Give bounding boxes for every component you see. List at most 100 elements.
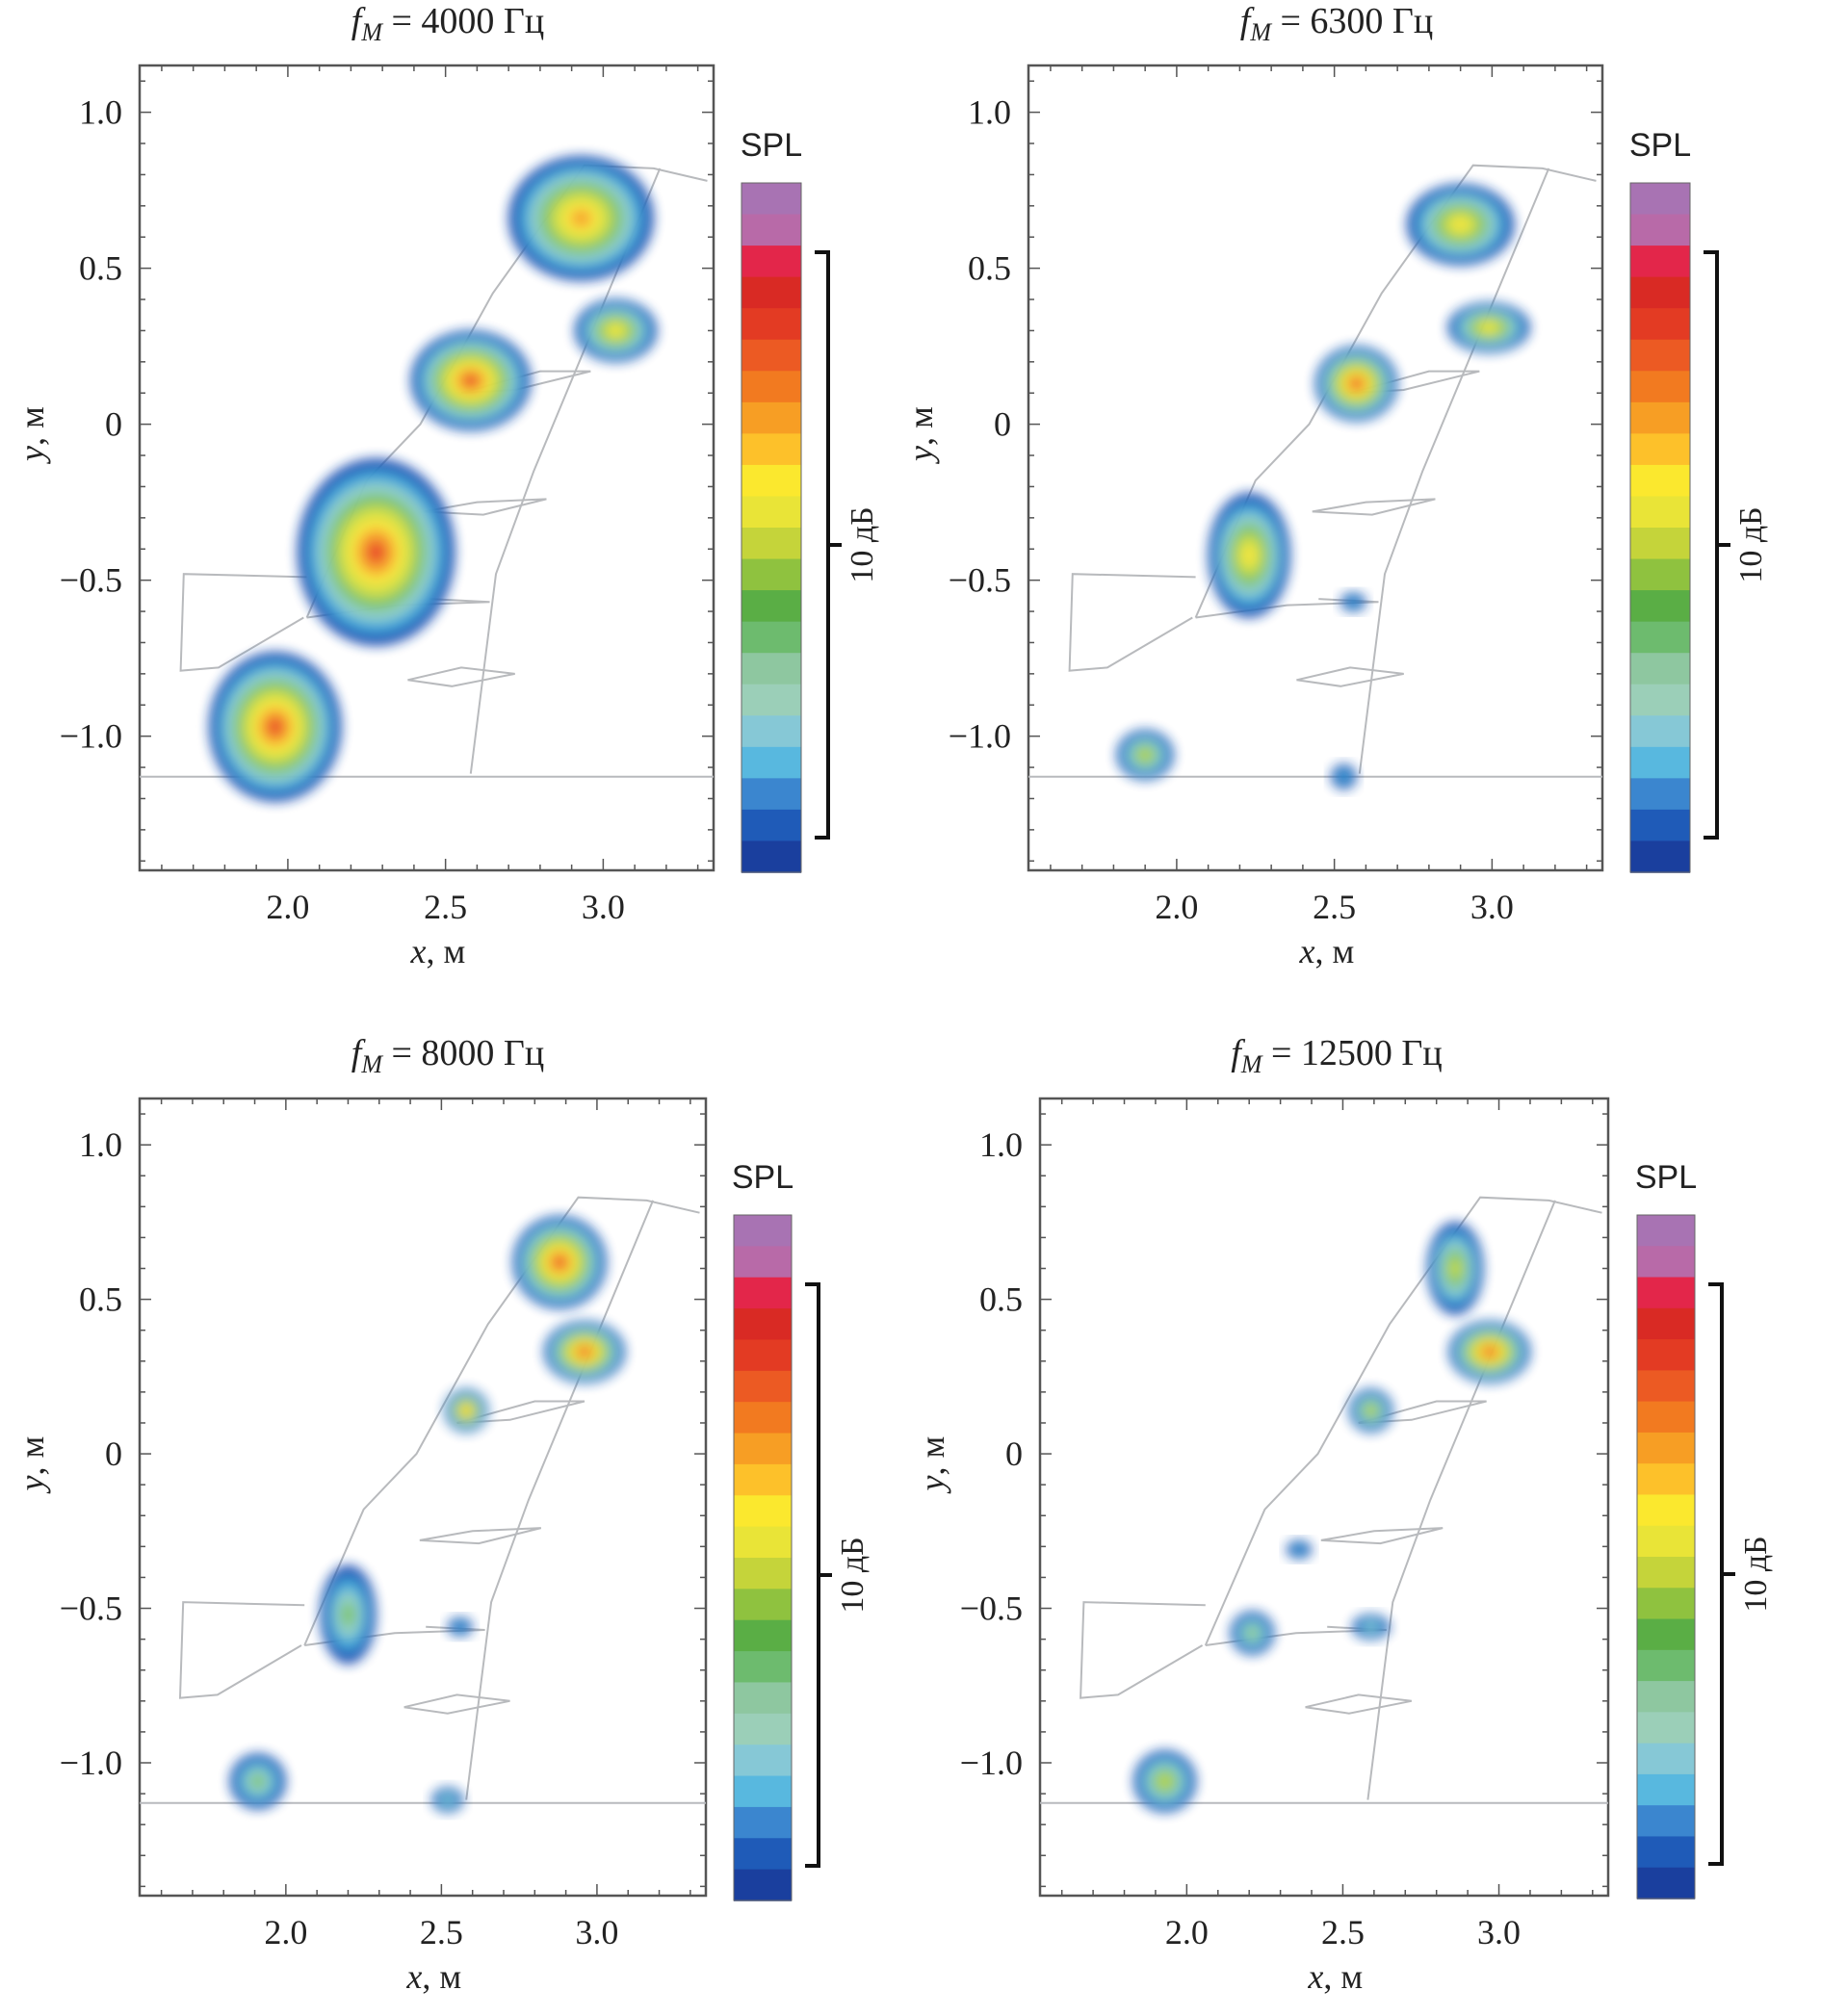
level-contour	[609, 325, 623, 336]
colorbar-step	[1630, 809, 1690, 842]
colorbar-step	[1630, 558, 1690, 591]
colorbar-step	[734, 1463, 792, 1497]
title-subscript: M	[360, 18, 383, 46]
wing-outline	[1296, 666, 1404, 687]
y-axis-label: y, м	[13, 406, 51, 464]
colorbar-step	[741, 590, 801, 623]
sound-map	[140, 1196, 706, 1813]
colorbar-step	[1630, 339, 1690, 373]
source-mid-wing	[1348, 1388, 1393, 1433]
level-contour	[1242, 544, 1257, 566]
colorbar-step	[1637, 1618, 1695, 1651]
colorbar-step	[1630, 214, 1690, 246]
panel-4000hz: fM = 4000 Гц2.0 2.5 3.01.00.50−0.5−1.0x, м…	[13, 1, 880, 970]
colorbar-step	[734, 1713, 792, 1745]
y-tick-label: 1.0	[79, 1125, 122, 1164]
x-axis-var: x	[1307, 1957, 1323, 1996]
colorbar-step	[741, 746, 801, 780]
x-axis-var: x	[410, 932, 427, 970]
y-tick-label: 1.0	[968, 93, 1011, 132]
colorbar-step	[734, 1402, 792, 1434]
colorbar-step	[1637, 1525, 1695, 1558]
y-axis-unit: , м	[13, 1436, 51, 1476]
source-spot-b	[1331, 763, 1357, 789]
title-value: = 6300 Гц	[1271, 1, 1433, 41]
colorbar-step	[734, 1838, 792, 1871]
colorbar-step	[1630, 746, 1690, 780]
colorbar-step	[1637, 1773, 1695, 1806]
colorbar-label: SPL	[732, 1159, 793, 1196]
chart-title: fM = 8000 Гц	[351, 1033, 544, 1078]
colorbar-step	[1630, 684, 1690, 717]
source-spot-b	[431, 1787, 463, 1813]
wing-outline	[1194, 164, 1597, 618]
colorbar-label: SPL	[1629, 127, 1691, 164]
level-contour	[1482, 323, 1496, 332]
colorbar-step	[734, 1370, 792, 1403]
sound-map	[1040, 1196, 1608, 1813]
colorbar-step	[1637, 1681, 1695, 1714]
source-tip-upper	[1406, 184, 1515, 266]
source-root	[209, 652, 342, 802]
colorbar-step	[734, 1589, 792, 1621]
x-axis-label: x, м	[1307, 1957, 1363, 1996]
colorbar-step	[741, 183, 801, 216]
colorbar-frame	[1636, 1214, 1696, 1900]
y-axis-var: y	[13, 1475, 51, 1493]
colorbar-step	[741, 308, 801, 341]
level-contour	[1451, 218, 1470, 232]
x-axis-var: x	[405, 1957, 422, 1996]
colorbar-step	[741, 715, 801, 748]
colorbar-step	[734, 1495, 792, 1528]
level-contour	[554, 1256, 566, 1269]
x-axis-label: x, м	[410, 932, 466, 970]
source-spot-a	[447, 1617, 473, 1637]
level-contour	[1337, 770, 1351, 784]
colorbar-step	[1637, 1649, 1695, 1682]
colorbar-frame	[733, 1214, 793, 1901]
plot-frame	[1038, 1097, 1610, 1898]
colorbar-step	[734, 1277, 792, 1309]
source-spot-a	[1340, 592, 1366, 612]
scale-label: 10 дБ	[1738, 1536, 1774, 1612]
colorbar-label: SPL	[741, 127, 802, 164]
colorbar-step	[1630, 371, 1690, 403]
colorbar-frame	[741, 182, 802, 873]
source-tip-upper	[1426, 1222, 1484, 1315]
x-tick-label: 2.5	[420, 1913, 463, 1951]
level-contour	[454, 1621, 467, 1632]
wing-outline	[456, 1400, 585, 1424]
colorbar-step	[1637, 1494, 1695, 1527]
level-contour	[1484, 1348, 1496, 1357]
y-tick-label: −1.0	[949, 717, 1011, 756]
x-axis-unit: , м	[427, 932, 466, 970]
y-tick-label: 0.5	[79, 1280, 122, 1319]
source-tip-upper	[508, 155, 654, 281]
colorbar-step	[1630, 778, 1690, 811]
source-root	[1133, 1750, 1197, 1813]
panel-6300hz: fM = 6300 Гц2.0 2.5 3.01.00.50−0.5−1.0x, м…	[901, 1, 1769, 970]
source-tip-upper	[512, 1215, 607, 1309]
y-tick-label: 0.5	[979, 1280, 1023, 1319]
scale-label: 10 дБ	[835, 1537, 871, 1613]
level-contour	[570, 209, 592, 228]
title-subscript: M	[360, 1050, 383, 1078]
level-contour	[250, 1774, 266, 1789]
wing-outline	[419, 1527, 542, 1545]
colorbar-step	[734, 1806, 792, 1840]
colorbar-step	[1630, 496, 1690, 529]
colorbar: SPL 10 дБ	[732, 1159, 871, 1901]
colorbar: SPL 10 дБ	[1635, 1159, 1774, 1900]
x-axis-unit: , м	[1315, 932, 1355, 970]
scale-bracket	[805, 1282, 832, 1868]
title-subscript: M	[1249, 18, 1272, 46]
colorbar-step	[1630, 528, 1690, 560]
colorbar-step	[1637, 1867, 1695, 1900]
colorbar-step	[741, 528, 801, 560]
y-tick-label: −0.5	[60, 561, 122, 600]
x-tick-label: 2.5	[1321, 1913, 1365, 1951]
source-tip-lower	[574, 299, 658, 362]
level-contour	[1366, 1406, 1376, 1415]
colorbar-step	[734, 1651, 792, 1684]
